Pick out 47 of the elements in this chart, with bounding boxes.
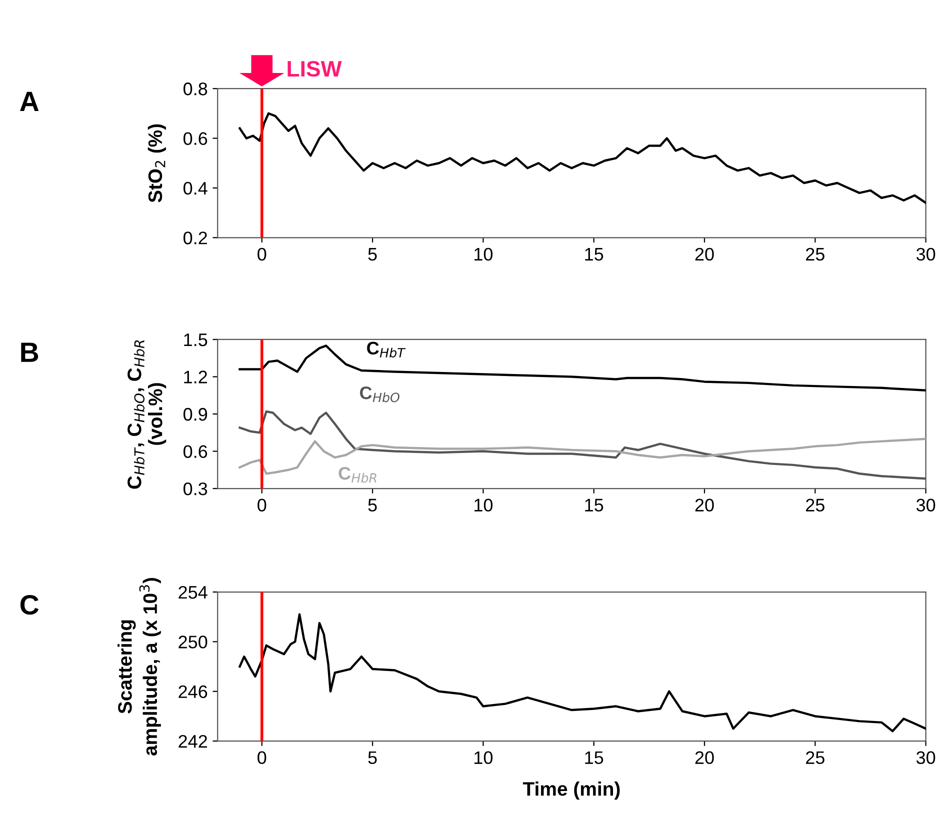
y-tick-label: 254 — [178, 586, 208, 599]
y-axis-title: Scattering amplitude, a (x 10$^{3}$) — [118, 578, 161, 756]
line-series — [238, 613, 926, 732]
y-tick-label: 242 — [178, 734, 207, 748]
text: C — [20, 594, 39, 615]
y-tick-label: 0.3 — [184, 482, 208, 496]
x-axis-title: Time (min) — [522, 782, 620, 800]
x-tick-label: 15 — [585, 248, 604, 261]
x-tick-label: 30 — [916, 498, 936, 512]
x-tick-label: 30 — [916, 751, 936, 764]
x-tick-label: 20 — [695, 751, 714, 764]
x-tick-label: 0 — [258, 248, 266, 261]
text: C$_{HbT}$, C$_{HbO}$, C$_{HbR}$ (vol.%) — [128, 340, 166, 489]
x-tick-label: 30 — [916, 248, 936, 261]
y-tick-label: 0.4 — [184, 182, 208, 195]
y-axis-title: StO$_{2}$ (%) — [148, 124, 166, 202]
x-tick-label: 15 — [585, 751, 604, 764]
x-tick-label: 25 — [806, 751, 824, 764]
x-tick-label: 5 — [368, 248, 377, 261]
text: A — [20, 92, 39, 111]
x-tick-label: 15 — [585, 498, 604, 512]
x-tick-label: 10 — [474, 248, 493, 261]
series-label: C$_{HbO}$ — [360, 386, 400, 402]
y-tick-label: 250 — [178, 636, 208, 648]
x-tick-label: 20 — [695, 498, 714, 512]
y-tick-label: 0.9 — [184, 408, 208, 421]
ref-line-label: LISW — [288, 60, 342, 77]
y-tick-label: 1.5 — [184, 334, 208, 346]
x-tick-label: 0 — [258, 751, 266, 764]
y-tick-label: 0.6 — [184, 445, 208, 458]
y-tick-label: 0.2 — [184, 232, 207, 244]
series-label: C$_{HbR}$ — [338, 466, 376, 483]
series-label: C$_{HbT}$ — [367, 342, 406, 358]
x-tick-label: 25 — [806, 498, 824, 512]
x-tick-label: 25 — [806, 248, 824, 261]
y-tick-label: 1.2 — [184, 370, 207, 384]
y-tick-label: 0.6 — [184, 132, 208, 145]
line-series — [238, 112, 926, 204]
x-tick-label: 0 — [258, 498, 266, 512]
text: B — [21, 342, 38, 362]
y-tick-label: 246 — [178, 685, 208, 698]
x-tick-label: 20 — [695, 248, 714, 261]
x-tick-label: 10 — [474, 498, 493, 512]
x-tick-label: 10 — [474, 751, 493, 764]
x-tick-label: 5 — [368, 751, 377, 764]
y-tick-label: 0.8 — [184, 82, 208, 96]
x-tick-label: 5 — [368, 498, 377, 512]
